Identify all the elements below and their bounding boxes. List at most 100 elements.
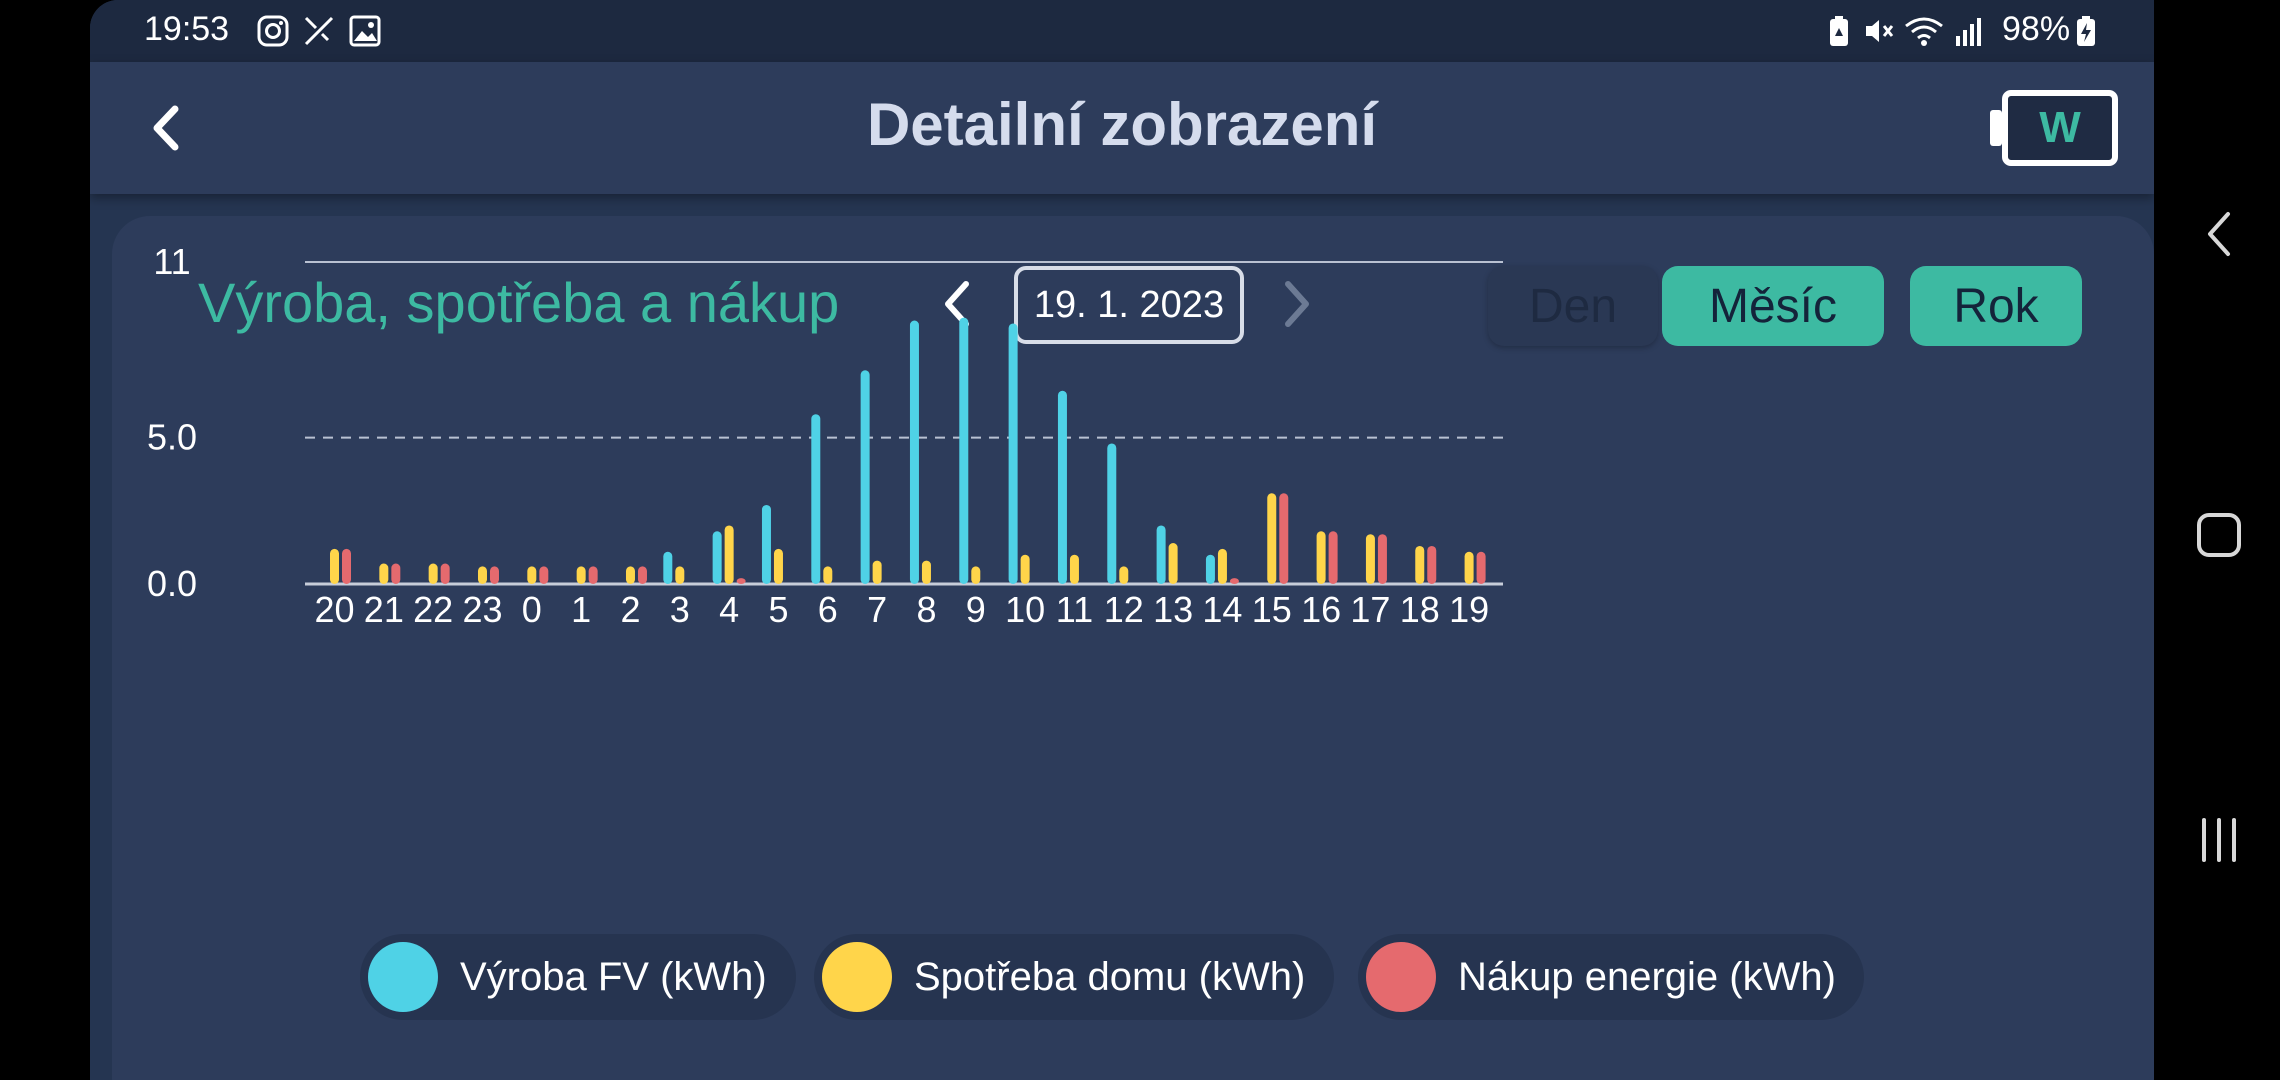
gallery-icon: [349, 15, 381, 47]
page-title: Detailní zobrazení: [866, 91, 1378, 158]
bar-consumption: [1020, 554, 1030, 584]
bar-consumption: [1267, 493, 1277, 584]
legend-production-swatch: [368, 942, 438, 1012]
bar-purchase: [736, 578, 746, 584]
card-title: Výroba, spotřeba a nákup: [198, 271, 840, 334]
status-time: 19:53: [144, 10, 230, 48]
bar-purchase: [342, 548, 351, 584]
x-tick-label: 19: [1449, 589, 1489, 630]
bar-consumption: [1365, 534, 1375, 584]
bar-consumption: [1217, 548, 1227, 584]
app-bar: Detailní zobrazení W: [90, 62, 2154, 194]
legend-purchase-label: Nákup energie (kWh): [1458, 954, 1836, 999]
nav-recents-icon[interactable]: [2194, 812, 2244, 868]
bar-purchase: [391, 563, 401, 584]
date-display[interactable]: 19. 1. 2023: [1014, 266, 1244, 344]
y-tick-label: 11: [153, 241, 190, 282]
next-date-button[interactable]: [1272, 276, 1322, 332]
bar-production: [1057, 390, 1067, 584]
bar-purchase: [489, 566, 499, 584]
bar-consumption: [971, 566, 981, 584]
bar-consumption: [921, 560, 931, 584]
chevron-left-icon: [153, 105, 179, 151]
battery-percent: 98%: [2002, 10, 2071, 48]
y-tick-label: 0.0: [147, 563, 197, 604]
back-button[interactable]: [130, 98, 200, 158]
year-button[interactable]: Rok: [1910, 266, 2082, 346]
bar-production: [811, 414, 821, 584]
chart-card: Výroba, spotřeba a nákup 19. 1. 2023 Den…: [112, 216, 2154, 1080]
bar-consumption: [576, 566, 586, 584]
x-tick-label: 3: [670, 589, 690, 630]
x-tick-label: 0: [522, 589, 542, 630]
bar-production: [1156, 525, 1166, 584]
x-tick-label: 13: [1153, 589, 1193, 630]
x-tick-label: 17: [1350, 589, 1390, 630]
x-tick-label: 10: [1005, 589, 1045, 630]
navigation-bar: [2154, 0, 2280, 1080]
bar-consumption: [477, 566, 487, 584]
bar-consumption: [330, 548, 339, 584]
x-tick-label: 4: [719, 589, 739, 630]
legend-production[interactable]: Výroba FV (kWh): [360, 934, 796, 1020]
wifi-icon: [1905, 17, 1943, 46]
x-tick-label: 16: [1301, 589, 1341, 630]
bar-purchase: [440, 563, 450, 584]
legend-purchase-swatch: [1366, 942, 1436, 1012]
x-tick-label: 15: [1252, 589, 1292, 630]
x-tick-label: 23: [462, 589, 502, 630]
battery-charging-icon: [2077, 16, 2095, 46]
app-screen: 19:53: [90, 0, 2154, 1080]
legend-consumption-label: Spotřeba domu (kWh): [914, 954, 1306, 999]
x-tick-label: 6: [818, 589, 838, 630]
y-tick-label: 5.0: [147, 417, 197, 458]
x-tick-label: 9: [966, 589, 986, 630]
nav-home-icon[interactable]: [2194, 508, 2244, 564]
bar-consumption: [527, 566, 537, 584]
satellite-icon: [304, 16, 334, 46]
bar-consumption: [625, 566, 635, 584]
x-tick-label: 5: [768, 589, 788, 630]
bar-chart: 115.00.020 21 22 23 0 1 2 3 4 5 6 7 8 9 10 11 12 13 14 15 16…: [147, 241, 1503, 630]
bar-purchase: [588, 566, 598, 584]
x-tick-label: 2: [620, 589, 640, 630]
previous-date-button[interactable]: [932, 276, 982, 332]
legend-consumption[interactable]: Spotřeba domu (kWh): [814, 934, 1334, 1020]
signal-icon: [1956, 18, 1981, 46]
battery-logo-icon[interactable]: W: [1990, 90, 2118, 166]
bar-production: [663, 551, 673, 584]
nav-back-icon[interactable]: [2194, 206, 2244, 262]
bar-purchase: [1427, 545, 1437, 584]
x-tick-label: 20: [314, 589, 354, 630]
bar-purchase: [1229, 578, 1239, 584]
day-button[interactable]: Den: [1488, 266, 1658, 346]
bar-purchase: [1476, 551, 1486, 584]
bar-production: [959, 317, 969, 584]
bar-purchase: [539, 566, 549, 584]
bar-production: [1008, 323, 1018, 584]
x-tick-label: 11: [1056, 589, 1093, 630]
bar-consumption: [379, 563, 389, 584]
x-tick-label: 14: [1202, 589, 1242, 630]
bar-purchase: [1377, 534, 1387, 584]
bar-consumption: [1069, 554, 1079, 584]
instagram-icon: [257, 15, 289, 47]
x-tick-label: 21: [364, 589, 404, 630]
x-tick-label: 7: [867, 589, 887, 630]
bar-production: [1205, 554, 1215, 584]
bar-production: [1107, 443, 1117, 584]
month-button[interactable]: Měsíc: [1662, 266, 1884, 346]
x-tick-label: 1: [571, 589, 591, 630]
bar-consumption: [773, 548, 783, 584]
logo-letter: W: [2039, 103, 2081, 152]
x-tick-label: 8: [916, 589, 936, 630]
bar-production: [761, 504, 771, 584]
mute-icon: [1866, 20, 1894, 42]
bar-consumption: [1316, 531, 1326, 584]
legend-purchase[interactable]: Nákup energie (kWh): [1358, 934, 1864, 1020]
bar-consumption: [823, 566, 833, 584]
bar-production: [909, 320, 919, 584]
bar-consumption: [872, 560, 882, 584]
bar-consumption: [675, 566, 685, 584]
x-tick-label: 22: [413, 589, 453, 630]
